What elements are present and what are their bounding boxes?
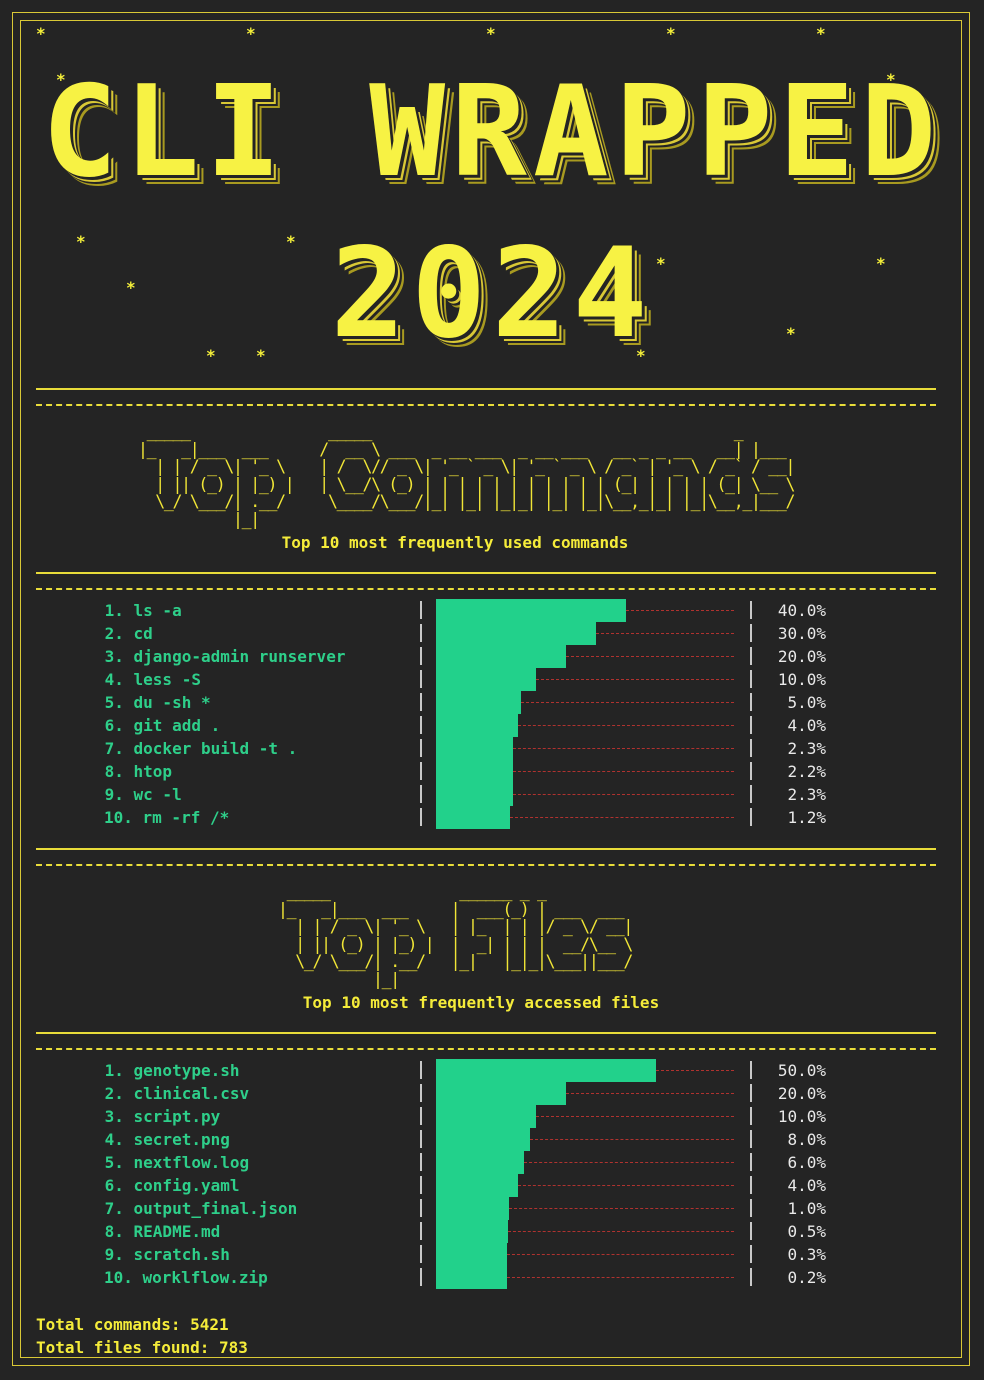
divider-dashed — [36, 404, 936, 406]
divider-dashed — [36, 588, 936, 590]
outer-border — [12, 12, 970, 1366]
title-cli-wrapped: CLI WRAPPED — [41, 58, 943, 205]
star-decoration: * — [656, 254, 666, 273]
total-commands: Total commands: 5421 — [36, 1315, 229, 1334]
star-decoration: * — [76, 232, 86, 251]
star-decoration: * — [256, 346, 266, 365]
star-decoration: * — [206, 346, 216, 365]
top-commands-banner: _____ _____ _ |_ _|___ ___ / __ \ ___ _ … — [138, 422, 795, 529]
star-decoration: * — [56, 70, 66, 89]
divider-solid — [36, 1032, 936, 1034]
star-decoration: * — [36, 24, 46, 43]
divider-solid — [36, 388, 936, 390]
star-decoration: * — [486, 24, 496, 43]
top-files-banner: _____ ______ _ _ |_ _|___ ___ | ___(_) |… — [278, 882, 633, 989]
commands-subtitle: Top 10 most frequently used commands — [281, 533, 629, 552]
star-decoration: * — [816, 24, 826, 43]
star-decoration: * — [636, 346, 646, 365]
star-decoration: * — [886, 70, 896, 89]
star-decoration: * — [666, 24, 676, 43]
star-decoration: * — [126, 278, 136, 297]
files-subtitle: Top 10 most frequently accessed files — [302, 993, 660, 1012]
divider-solid — [36, 848, 936, 850]
star-decoration: * — [286, 232, 296, 251]
star-decoration: * — [786, 324, 796, 343]
total-files: Total files found: 783 — [36, 1338, 248, 1357]
star-decoration: * — [246, 24, 256, 43]
inner-border — [20, 20, 962, 1358]
title-year: 2024 — [330, 222, 654, 366]
divider-dashed — [36, 864, 936, 866]
divider-solid — [36, 572, 936, 574]
divider-dashed — [36, 1048, 936, 1050]
star-decoration: * — [876, 254, 886, 273]
